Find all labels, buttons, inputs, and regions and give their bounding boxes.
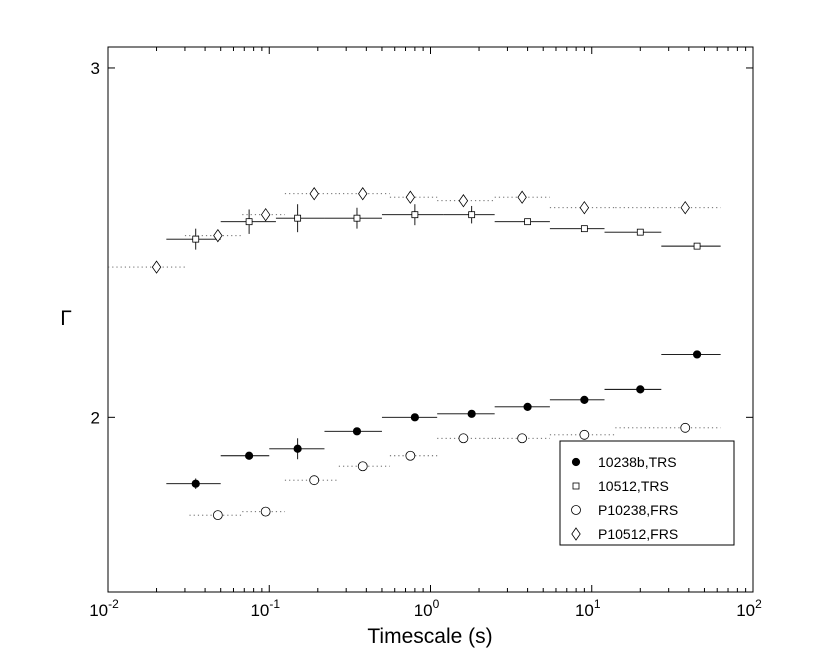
x-tick-label: 102 — [736, 597, 762, 620]
legend-label: 10238b,TRS — [598, 454, 677, 470]
data-point — [405, 450, 416, 461]
data-point — [524, 218, 531, 226]
data-point — [692, 350, 702, 359]
x-tick-label: 101 — [575, 597, 601, 620]
data-point — [213, 228, 223, 243]
data-point — [468, 211, 476, 219]
legend-box — [559, 440, 735, 546]
x-tick-label: 100 — [414, 597, 440, 620]
data-point — [636, 228, 644, 236]
legend-marker — [571, 527, 581, 541]
data-point — [580, 395, 589, 404]
axis-ticks: 10-2 10-1 100 101 102 2 3 — [89, 47, 762, 620]
data-point — [294, 214, 302, 222]
data-point — [680, 422, 691, 433]
data-point — [410, 413, 419, 422]
data-point — [467, 409, 476, 418]
series-p10238-frs — [189, 422, 721, 521]
data-point — [353, 214, 361, 222]
series-10238b-trs — [166, 350, 721, 489]
data-point — [352, 427, 362, 436]
y-axis-label: Γ — [60, 307, 72, 330]
data-point — [192, 235, 200, 243]
legend-marker — [571, 457, 581, 467]
x-tick-label: 10-2 — [89, 597, 119, 620]
data-point — [260, 207, 271, 222]
data-point — [405, 190, 416, 204]
legend-marker — [571, 505, 581, 515]
y-tick-label: 2 — [91, 408, 100, 427]
legend-item: P10238,FRS — [571, 502, 678, 518]
data-point — [579, 429, 590, 440]
data-point — [680, 201, 690, 215]
data-point — [523, 402, 532, 411]
data-point — [245, 218, 253, 226]
data-point — [260, 506, 271, 517]
legend-label: P10238,FRS — [598, 502, 678, 518]
legend-marker — [572, 482, 580, 490]
data-point — [309, 475, 320, 486]
data-point — [636, 385, 645, 394]
data-point — [580, 225, 588, 233]
series-p10512-frs — [108, 187, 721, 274]
data-point — [693, 242, 701, 250]
data-point — [191, 479, 200, 488]
data-point — [579, 201, 590, 215]
data-point — [458, 194, 469, 208]
legend-item: 10238b,TRS — [571, 454, 677, 470]
data-point — [358, 187, 368, 201]
series-layer — [108, 187, 721, 521]
data-point — [309, 187, 319, 201]
legend-item: P10512,FRS — [571, 526, 678, 542]
series-10512-trs — [166, 204, 721, 250]
data-point — [458, 433, 469, 444]
data-point — [293, 444, 302, 453]
legend-label: 10512,TRS — [598, 478, 669, 494]
data-point — [411, 211, 419, 219]
x-axis-label: Timescale (s) — [367, 625, 492, 648]
data-point — [517, 433, 528, 444]
data-point — [212, 510, 223, 521]
data-point — [245, 451, 254, 460]
legend-label: P10512,FRS — [598, 526, 678, 542]
legend-item: 10512,TRS — [572, 478, 669, 494]
x-tick-label: 10-1 — [250, 597, 280, 620]
legend: 10238b,TRS 10512,TRS P10238,FRS P10512,FRS — [559, 440, 735, 546]
data-point — [357, 461, 368, 472]
y-tick-label: 3 — [91, 59, 100, 78]
data-point — [517, 190, 527, 204]
data-point — [151, 260, 162, 274]
